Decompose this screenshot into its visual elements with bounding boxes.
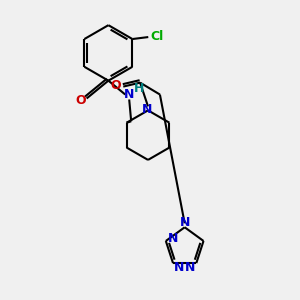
Text: Cl: Cl <box>150 30 164 43</box>
Text: H: H <box>134 82 144 95</box>
Text: N: N <box>179 216 190 229</box>
Text: N: N <box>168 232 178 245</box>
Text: N: N <box>185 261 196 274</box>
Text: N: N <box>124 88 134 101</box>
Text: N: N <box>174 261 184 274</box>
Text: O: O <box>75 94 86 107</box>
Text: N: N <box>142 103 152 116</box>
Text: O: O <box>110 79 121 92</box>
